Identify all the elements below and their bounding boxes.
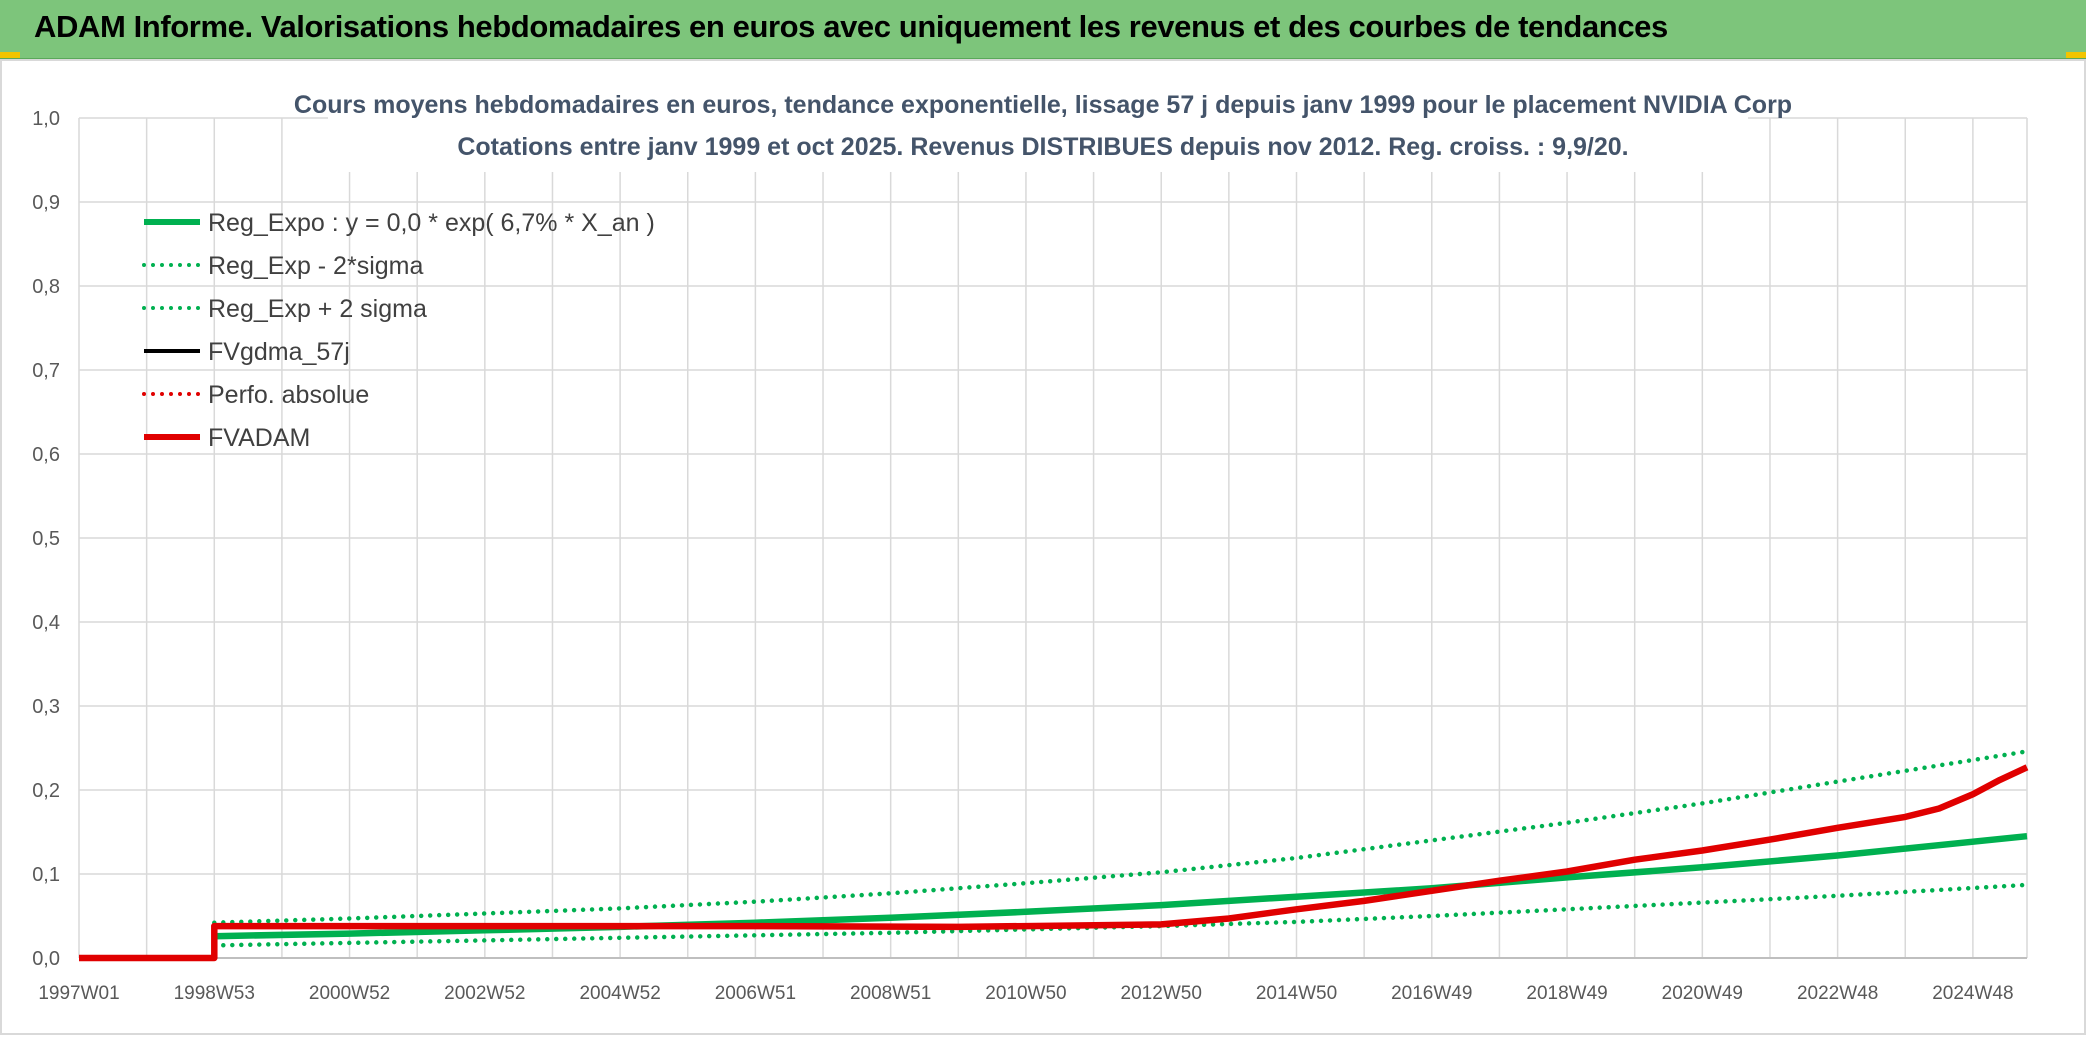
chart-frame xyxy=(0,59,2086,1035)
x-tick-label: 2000W52 xyxy=(309,983,390,1004)
legend-label-4: Perfo. absolue xyxy=(208,381,369,409)
x-tick-label: 2018W49 xyxy=(1526,983,1607,1004)
y-tick-label: 0,6 xyxy=(32,444,60,466)
x-tick-label: 2012W50 xyxy=(1121,983,1202,1004)
page-title: ADAM Informe. Valorisations hebdomadaire… xyxy=(34,9,1668,44)
x-tick-label: 2006W51 xyxy=(715,983,796,1004)
x-tick-label: 2010W50 xyxy=(985,983,1066,1004)
x-tick-label: 2004W52 xyxy=(579,983,660,1004)
legend-label-5: FVADAM xyxy=(208,424,310,452)
series-line-5 xyxy=(79,764,2029,962)
y-tick-label: 0,2 xyxy=(32,780,60,802)
chart-area: 0,0 0,1 0,2 0,3 0,4 0,5 0,6 0,7 0,8 0,9 1,0 1997W01… xyxy=(0,59,2086,1037)
x-tick-label: 2016W49 xyxy=(1391,983,1472,1004)
x-tick-label: 2008W51 xyxy=(850,983,931,1004)
y-tick-label: 0,1 xyxy=(32,864,60,886)
y-tick-label: 0,9 xyxy=(32,192,60,214)
y-tick-label: 0,7 xyxy=(32,360,60,382)
series-line-2 xyxy=(212,749,2030,925)
x-tick-label: 2020W49 xyxy=(1662,983,1743,1004)
legend-label-0: Reg_Expo : y = 0,0 * exp( 6,7% * X_an ) xyxy=(208,209,655,237)
x-tick-label: 2024W48 xyxy=(1932,983,2013,1004)
header-bar: ADAM Informe. Valorisations hebdomadaire… xyxy=(0,0,2086,59)
series-line-1 xyxy=(212,882,2030,948)
legend-label-3: FVgdma_57j xyxy=(208,338,350,366)
y-tick-label: 0,8 xyxy=(32,276,60,298)
chart-svg: 0,0 0,1 0,2 0,3 0,4 0,5 0,6 0,7 0,8 0,9 1,0 1997W01… xyxy=(0,59,2086,1035)
y-tick-label: 0,4 xyxy=(32,612,60,634)
series-line-0 xyxy=(214,832,2028,940)
chart-subtitle: Cotations entre janv 1999 et oct 2025. R… xyxy=(457,133,1628,161)
x-tick-label: 2022W48 xyxy=(1797,983,1878,1004)
x-tick-label: 2014W50 xyxy=(1256,983,1337,1004)
x-tick-label: 2002W52 xyxy=(444,983,525,1004)
legend-label-1: Reg_Exp - 2*sigma xyxy=(208,252,423,280)
legend-label-2: Reg_Exp + 2 sigma xyxy=(208,295,427,323)
y-tick-label: 0,0 xyxy=(32,948,60,970)
corner-mark-left xyxy=(0,52,20,58)
chart-title: Cours moyens hebdomadaires en euros, ten… xyxy=(294,91,1792,119)
corner-mark-right xyxy=(2066,52,2086,58)
y-tick-label: 1,0 xyxy=(32,108,60,130)
y-tick-label: 0,5 xyxy=(32,528,60,550)
x-tick-label: 1997W01 xyxy=(38,983,119,1004)
chart-title-background xyxy=(328,82,1748,172)
x-tick-label: 1998W53 xyxy=(174,983,255,1004)
y-tick-label: 0,3 xyxy=(32,696,60,718)
